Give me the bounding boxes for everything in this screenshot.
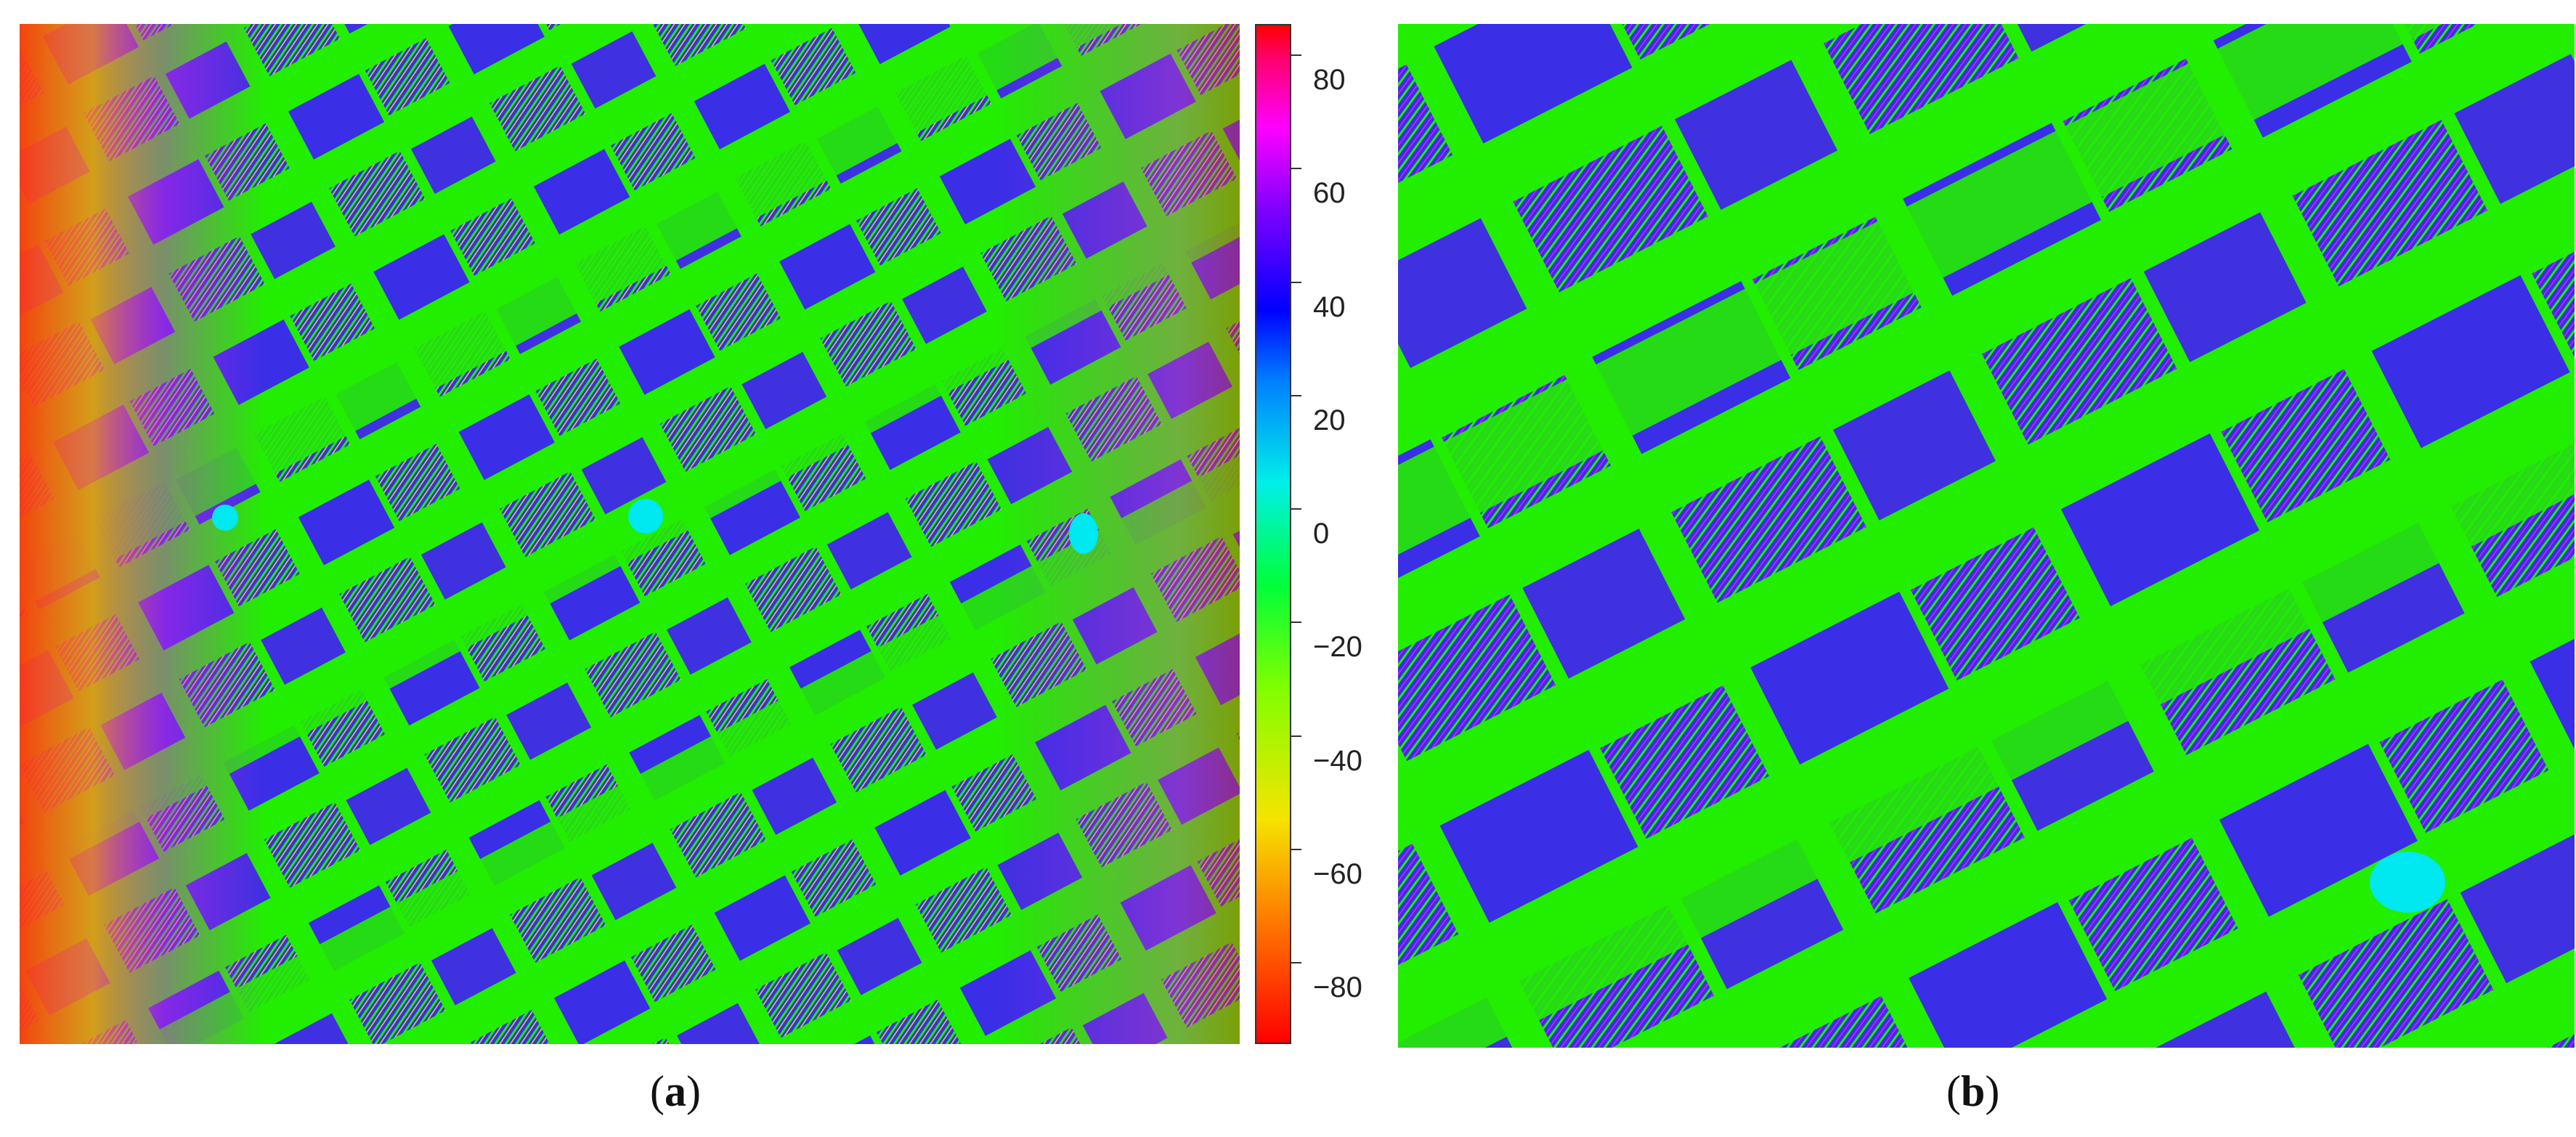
caption-a: (a)	[650, 1067, 701, 1115]
colorbar-tick	[1291, 282, 1301, 283]
colorbar-tick	[1291, 849, 1301, 850]
colorbar-tick	[1291, 508, 1301, 510]
colorbar-tick-label: −20	[1313, 631, 1362, 663]
colorbar-tick	[1291, 395, 1301, 396]
panel-a-weave	[20, 24, 1240, 1044]
panel-a-image	[20, 24, 1240, 1044]
colorbar-tick-label: −40	[1313, 745, 1362, 777]
colorbar-tick-label: 80	[1313, 64, 1346, 96]
colorbar-tick	[1291, 168, 1301, 169]
colorbar	[1255, 24, 1291, 1044]
panel-b-image	[1398, 24, 2575, 1048]
caption-b: (b)	[1946, 1067, 2000, 1115]
colorbar-tick-label: −60	[1313, 858, 1362, 890]
colorbar-tick-label: 20	[1313, 404, 1346, 436]
colorbar-tick	[1291, 54, 1301, 56]
caption-b-label: b	[1960, 1067, 1986, 1115]
colorbar-tick-label: 40	[1313, 291, 1346, 323]
caption-a-label: a	[664, 1067, 686, 1115]
colorbar-tick-label: −80	[1313, 971, 1362, 1003]
colorbar-tick	[1291, 962, 1301, 963]
colorbar-tick-label: 60	[1313, 177, 1346, 209]
panel-b-weave	[1398, 24, 2575, 1048]
colorbar-tick	[1291, 735, 1301, 737]
colorbar-tick	[1291, 622, 1301, 623]
colorbar-tick-label: 0	[1313, 518, 1330, 550]
